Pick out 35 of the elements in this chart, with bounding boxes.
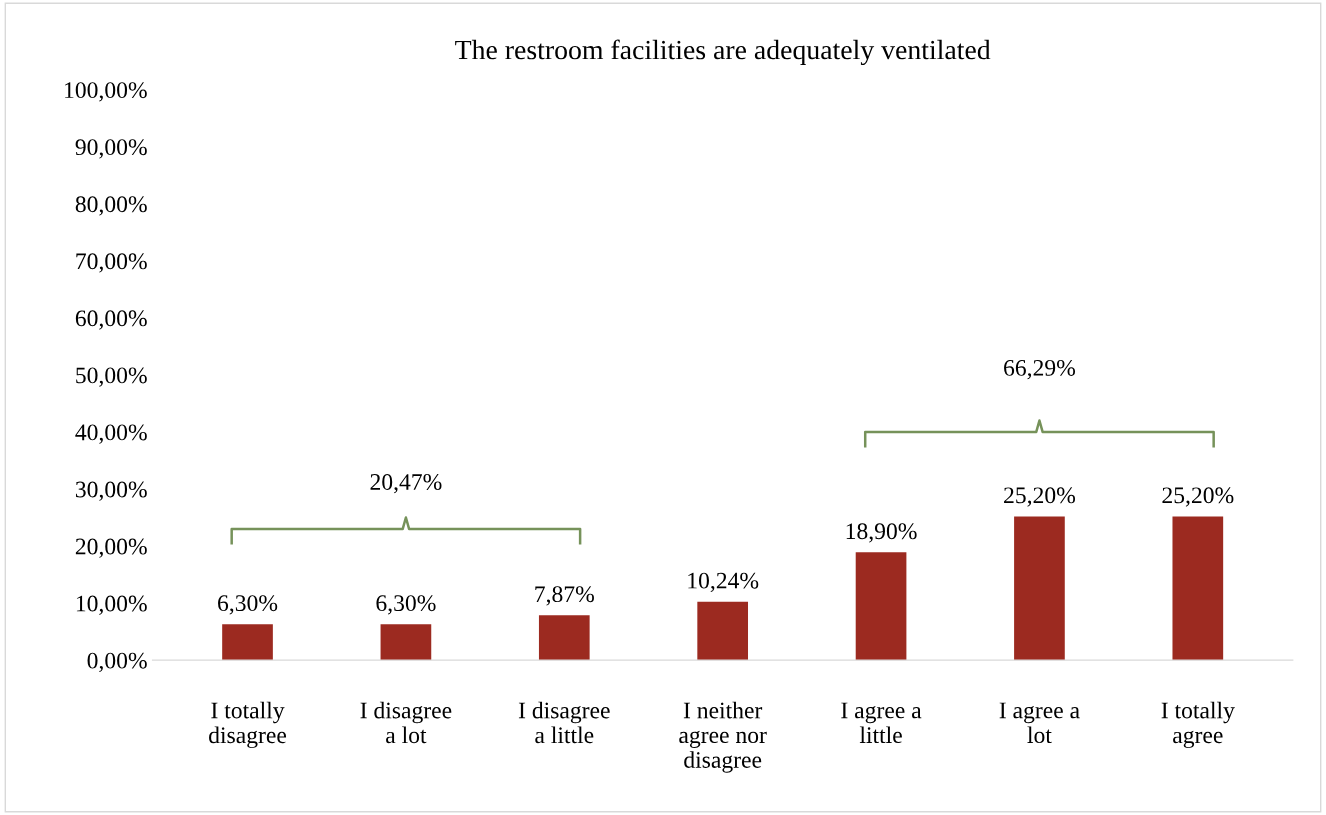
x-tick-label: I neither agree nor disagree <box>679 701 767 773</box>
x-tick-label: I agree a lot <box>999 702 1080 744</box>
bar <box>380 624 432 661</box>
bar <box>1014 516 1065 661</box>
bar <box>855 552 907 661</box>
y-tick-label: 30,00% <box>75 481 147 501</box>
bar <box>222 624 273 661</box>
y-tick-label: 40,00% <box>75 424 147 444</box>
data-label: 6,30% <box>218 595 278 615</box>
x-tick-label: I totally disagree <box>209 701 287 749</box>
annotation: 66,29% <box>1004 359 1076 380</box>
annotation: 20,47% <box>370 473 442 494</box>
x-tick-label: I totally agree <box>1161 701 1235 749</box>
x-tick-label: I agree a little <box>841 702 922 744</box>
data-label: 6,30% <box>376 595 436 615</box>
y-tick-label: 10,00% <box>76 595 147 615</box>
y-tick-label: 50,00% <box>76 367 147 387</box>
data-label: 7,87% <box>535 586 594 606</box>
y-tick-label: 70,00% <box>76 253 147 273</box>
y-tick-label: 60,00% <box>75 310 147 330</box>
data-label: 18,90% <box>846 523 917 543</box>
data-label: 25,20% <box>1162 487 1234 507</box>
chart-title: The restroom facilities are adequately ventilated <box>455 39 991 66</box>
x-tick-label: I disagree a little <box>518 701 610 744</box>
y-tick-label: 100,00% <box>65 82 147 102</box>
y-tick-label: 0,00% <box>87 652 147 672</box>
data-label: 25,20% <box>1004 487 1076 507</box>
y-tick-label: 90,00% <box>75 139 147 159</box>
y-tick-label: 20,00% <box>75 538 147 558</box>
bar <box>1172 516 1224 661</box>
bar <box>538 615 590 661</box>
data-label: 10,24% <box>688 572 759 592</box>
x-tick-label: I disagree a lot <box>360 701 452 744</box>
bar <box>697 601 749 661</box>
y-tick-label: 80,00% <box>75 196 147 216</box>
